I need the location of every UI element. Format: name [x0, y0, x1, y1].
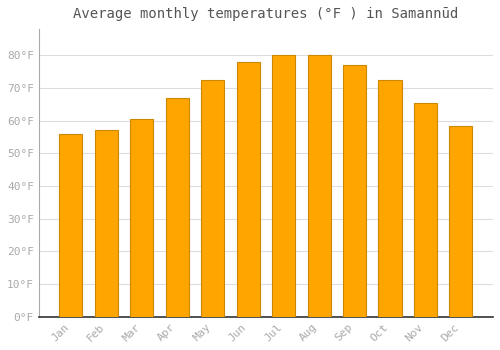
Bar	[343, 65, 366, 317]
Bar	[95, 131, 118, 317]
Bar	[414, 103, 437, 317]
Bar	[308, 55, 330, 317]
Title: Average monthly temperatures (°F ) in Samannūd: Average monthly temperatures (°F ) in Sa…	[74, 7, 458, 21]
Bar	[236, 62, 260, 317]
Bar	[60, 134, 82, 317]
Bar	[201, 80, 224, 317]
Bar	[450, 126, 472, 317]
Bar	[272, 55, 295, 317]
Bar	[378, 80, 402, 317]
Bar	[166, 98, 189, 317]
Bar	[130, 119, 154, 317]
